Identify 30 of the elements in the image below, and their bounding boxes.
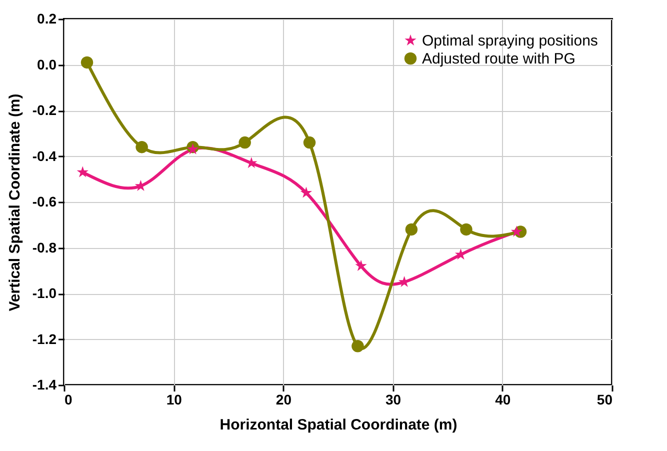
y-tick-label: -1.2 [32, 330, 57, 347]
y-axis-title: Vertical Spatial Coordinate (m) [6, 94, 24, 312]
y-tick-label: -1.4 [32, 376, 57, 392]
point [460, 223, 472, 236]
point [80, 56, 94, 69]
y-tick-label: 0.0 [37, 56, 57, 72]
point [238, 136, 251, 149]
x-tick-label: 30 [386, 392, 402, 408]
legend-label: Adjusted route with PG [422, 50, 576, 68]
point [405, 223, 418, 236]
y-tick-label: -1.0 [32, 285, 57, 301]
point [355, 260, 367, 272]
x-tick-label: 40 [495, 392, 511, 408]
point [136, 140, 148, 154]
point [303, 136, 316, 149]
point [76, 166, 88, 178]
x-axis-title: Horizontal Spatial Coordinate (m) [220, 416, 458, 434]
x-tick-label: 0 [64, 392, 72, 408]
x-tick-label: 10 [166, 392, 182, 408]
point [300, 186, 312, 198]
x-tick-label: 20 [276, 392, 292, 408]
point [510, 226, 522, 237]
x-tick-label: 50 [596, 392, 613, 408]
y-tick-label: -0.8 [32, 239, 57, 256]
y-tick-label: -0.4 [32, 148, 57, 164]
point [352, 340, 364, 352]
y-tick-label: -0.6 [32, 194, 57, 210]
y-tick-label: 0.2 [37, 10, 57, 26]
y-tick-label: -0.2 [32, 102, 57, 118]
legend-label: Optimal spraying positions [422, 32, 598, 50]
